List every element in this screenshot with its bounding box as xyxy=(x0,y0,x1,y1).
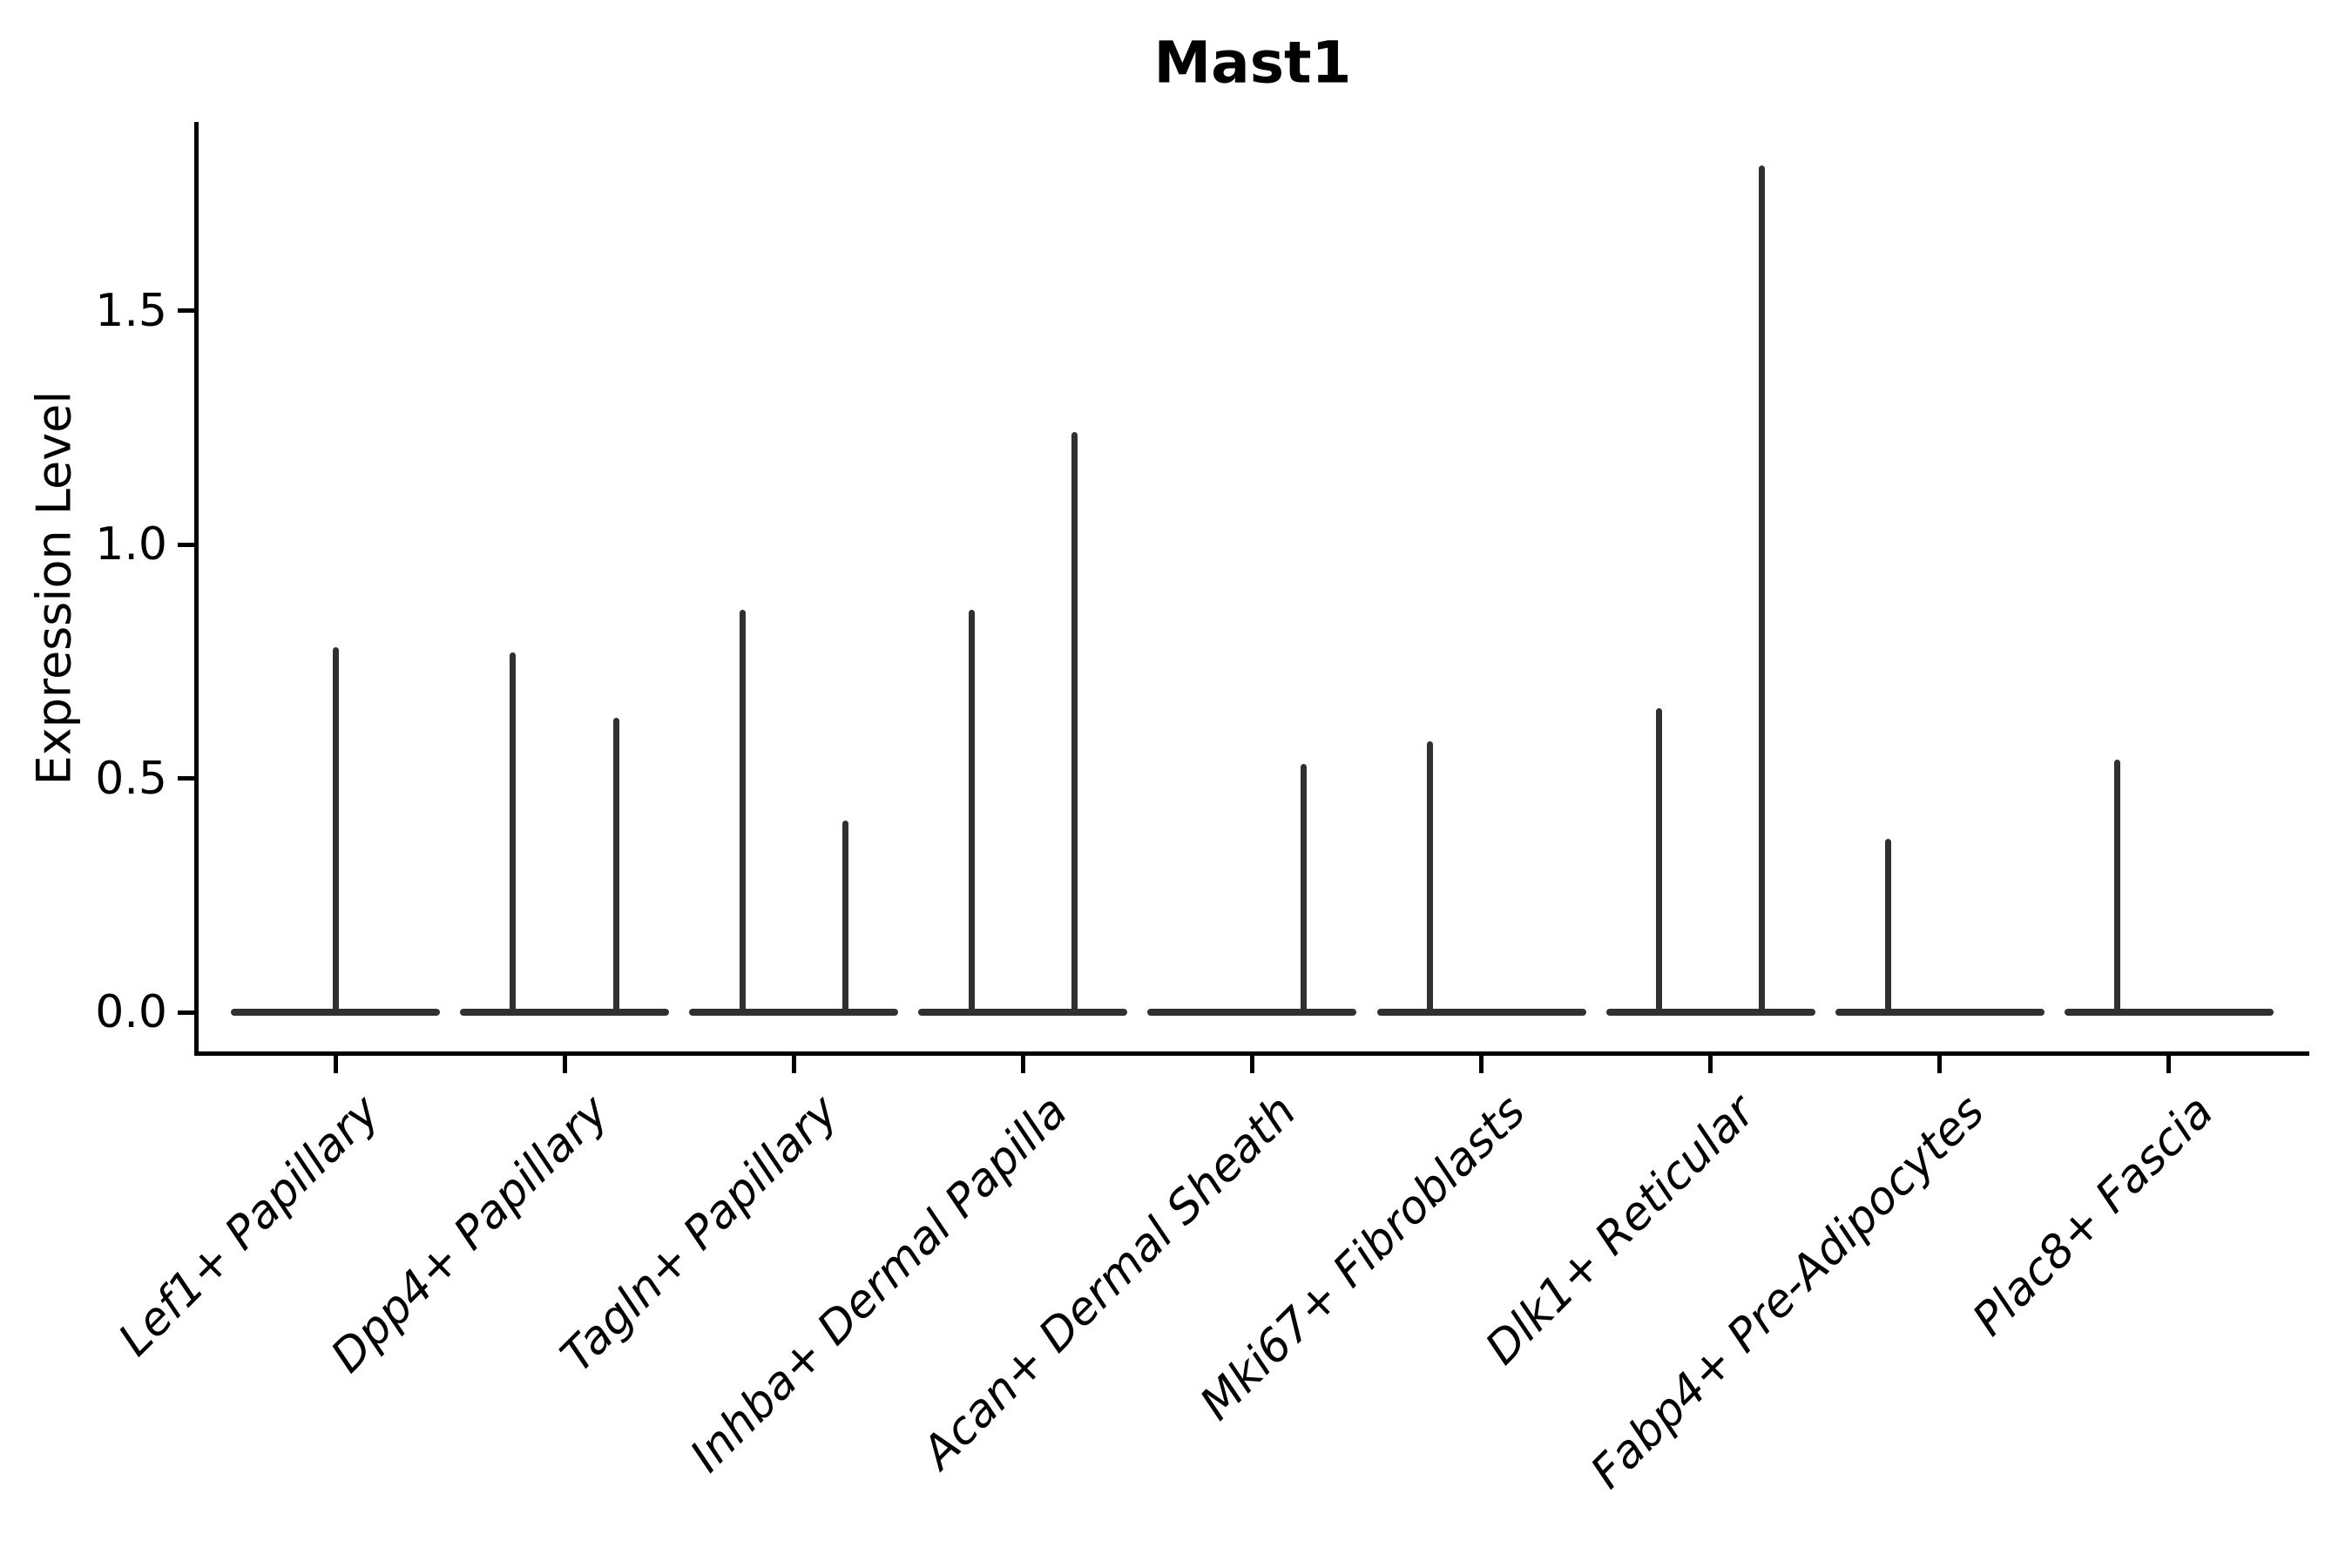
x-tick-mark xyxy=(562,1054,567,1073)
x-tick-mark xyxy=(1937,1054,1943,1073)
violin-spike xyxy=(968,610,975,1016)
x-tick-label: Inhba+ Dermal Papilla xyxy=(679,1085,1078,1483)
violin-spike xyxy=(2114,760,2121,1016)
y-tick-mark xyxy=(178,776,197,781)
violin-baseline xyxy=(918,1009,1128,1016)
violin-spike xyxy=(739,610,746,1016)
violin-spike xyxy=(1301,764,1308,1016)
violin-baseline xyxy=(689,1009,899,1016)
violin-spike xyxy=(841,820,848,1016)
x-tick-label: Plac8+ Fascia xyxy=(1962,1085,2224,1347)
violin-baseline xyxy=(1147,1009,1357,1016)
violin-baseline xyxy=(2064,1009,2274,1016)
violin-spike xyxy=(1655,707,1662,1016)
x-tick-mark xyxy=(1479,1054,1484,1073)
x-tick-mark xyxy=(1708,1054,1713,1073)
x-tick-label: Fabp4+ Pre-Adipocytes xyxy=(1580,1085,1995,1499)
y-tick-mark xyxy=(178,1010,197,1015)
x-tick-label: Acan+ Dermal Sheath xyxy=(912,1085,1307,1479)
y-tick-label: 1.5 xyxy=(95,284,167,337)
y-tick-mark xyxy=(178,542,197,547)
violin-baseline xyxy=(1835,1009,2044,1016)
y-axis-spine xyxy=(194,122,199,1056)
violin-spike xyxy=(612,717,619,1016)
y-tick-label: 1.0 xyxy=(95,518,167,571)
violin-spike xyxy=(1759,166,1766,1016)
x-tick-mark xyxy=(1020,1054,1025,1073)
x-tick-mark xyxy=(333,1054,338,1073)
violin-spike xyxy=(510,652,517,1016)
x-tick-mark xyxy=(1249,1054,1254,1073)
violin-baseline xyxy=(1605,1009,1815,1016)
y-axis-label: Expression Level xyxy=(26,390,82,786)
x-axis-spine xyxy=(194,1051,2309,1056)
violin-spike xyxy=(1071,432,1078,1016)
plot-title: Mast1 xyxy=(1153,29,1352,97)
x-tick-mark xyxy=(791,1054,796,1073)
x-tick-mark xyxy=(2166,1054,2172,1073)
y-tick-mark xyxy=(178,308,197,313)
violin-baseline xyxy=(460,1009,670,1016)
y-tick-label: 0.0 xyxy=(95,986,167,1038)
violin-spike xyxy=(1885,839,1891,1016)
violin-baseline xyxy=(1376,1009,1586,1016)
violin-spike xyxy=(1426,740,1433,1016)
violin-spike xyxy=(332,647,339,1016)
y-tick-label: 0.5 xyxy=(95,752,167,805)
